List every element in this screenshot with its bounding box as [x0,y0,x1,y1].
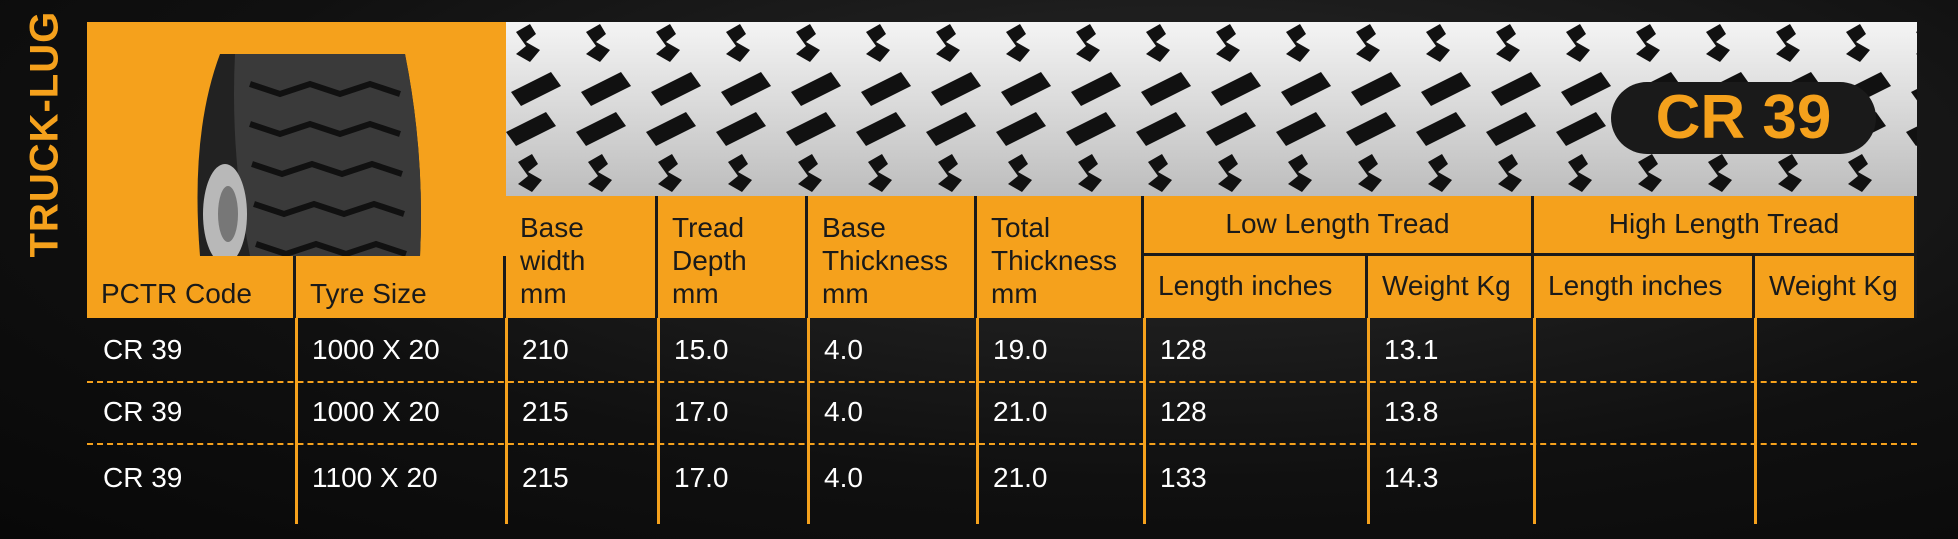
column-divider [295,318,298,524]
header-line: Base [520,212,584,243]
table-cell: 133 [1160,461,1207,493]
column-header: Tyre Size [296,256,506,318]
row-divider [87,381,1917,383]
header-line: Thickness [822,245,949,276]
table-cell: 215 [522,396,569,427]
sub-header: Length inches [1534,256,1755,318]
table-cell: 17.0 [674,461,729,493]
row-divider [87,443,1917,445]
header-line: Thickness [991,245,1118,276]
header-line: Tyre Size [310,278,427,309]
header-line: width [520,245,586,276]
badge: CR 39 [1655,83,1832,152]
column-header: PCTR Code [87,256,296,318]
header-line: Depth [672,245,747,276]
table-cell: 215 [522,461,569,493]
column-divider [1754,318,1757,524]
table-cell: 1100 X 20 [312,461,438,493]
table-cell: 15.0 [674,333,729,365]
table-cell: 17.0 [674,396,729,427]
header-line: PCTR Code [101,278,252,309]
table-cell: CR 39 [103,396,183,427]
header-line: mm [822,278,869,309]
table-cell: 128 [1160,333,1207,365]
table-cell: 210 [522,333,569,365]
side-label: TRUCK-LUG [22,10,67,258]
table-cell: CR 39 [103,461,183,493]
group-header: Low Length Tread [1144,196,1534,256]
column-header: Total Thickness mm [977,196,1144,318]
sub-header: Length inches [1144,256,1368,318]
sub-header: Weight Kg [1755,256,1917,318]
column-header: Base width mm [506,196,658,318]
table-cell: 4.0 [824,396,863,427]
tyre-image [197,54,421,256]
table-cell: 13.8 [1384,396,1439,427]
header-line: Base [822,212,886,243]
table-cell: 21.0 [993,461,1048,493]
column-divider [807,318,810,524]
table-cell: 128 [1160,396,1207,427]
column-header: Tread Depth mm [658,196,808,318]
column-divider [976,318,979,524]
tread-banner [506,22,1917,196]
header-line: mm [520,278,567,309]
column-divider [657,318,660,524]
table-cell: 13.1 [1384,333,1439,365]
table-cell: 1000 X 20 [312,396,440,427]
table-cell: 19.0 [993,333,1048,365]
table-cell: 21.0 [993,396,1048,427]
column-divider [505,318,508,524]
header-line: mm [991,278,1038,309]
column-divider [1533,318,1536,524]
header-line: Tread [672,212,745,243]
sub-header: Weight Kg [1368,256,1534,318]
group-header: High Length Tread [1534,196,1917,256]
table-cell: 1000 X 20 [312,333,440,365]
table-cell: 4.0 [824,333,863,365]
table-cell: 14.3 [1384,461,1439,493]
table-cell: CR 39 [103,333,183,365]
header-line: Total [991,212,1051,243]
column-header: Base Thickness mm [808,196,977,318]
table-cell: 4.0 [824,461,863,493]
column-divider [1143,318,1146,524]
column-divider [1367,318,1370,524]
header-line: mm [672,278,719,309]
